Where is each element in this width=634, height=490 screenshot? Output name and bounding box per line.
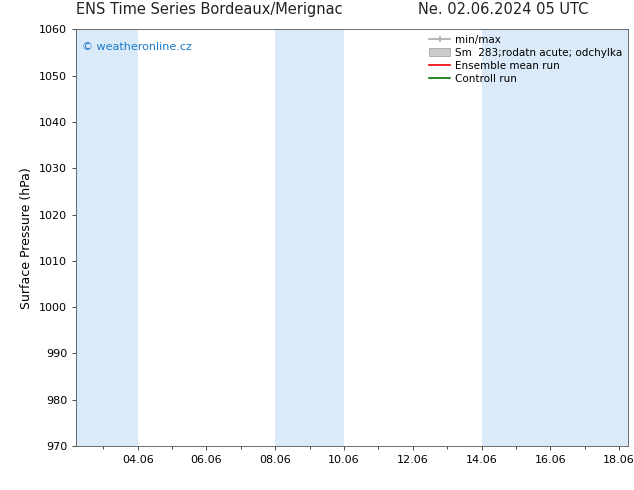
- Text: © weatheronline.cz: © weatheronline.cz: [82, 42, 191, 52]
- Y-axis label: Surface Pressure (hPa): Surface Pressure (hPa): [20, 167, 34, 309]
- Bar: [550, 29, 628, 446]
- Bar: [76, 29, 138, 446]
- Bar: [482, 29, 550, 446]
- Text: ENS Time Series Bordeaux/Merignac: ENS Time Series Bordeaux/Merignac: [76, 2, 343, 17]
- Title: ENS Time Series Bordeaux/Merignac      Ne. 02.06.2024 05 UTC: ENS Time Series Bordeaux/Merignac Ne. 02…: [0, 489, 1, 490]
- Text: Ne. 02.06.2024 05 UTC: Ne. 02.06.2024 05 UTC: [418, 2, 588, 17]
- Bar: [275, 29, 344, 446]
- Legend: min/max, Sm  283;rodatn acute; odchylka, Ensemble mean run, Controll run: min/max, Sm 283;rodatn acute; odchylka, …: [426, 31, 626, 87]
